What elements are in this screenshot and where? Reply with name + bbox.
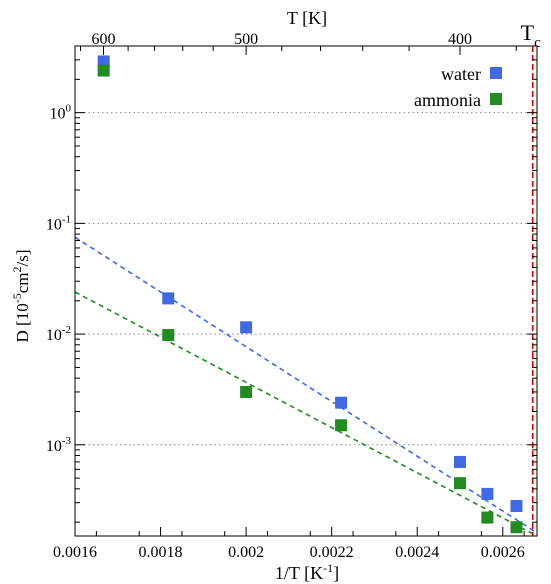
point-water (454, 455, 466, 468)
x-tick-label: 0.0026 (481, 544, 525, 561)
y-tick-label: 10-3 (46, 435, 72, 455)
x-tick-label: 0.0022 (310, 544, 354, 561)
legend-marker-ammonia (490, 93, 502, 105)
x-tick-label: 0.0018 (139, 544, 183, 561)
point-ammonia (510, 521, 523, 534)
legend-label-ammonia: ammonia (414, 90, 481, 110)
legend-marker-water (490, 67, 502, 79)
x-axis-label: 1/T [K-1] (275, 561, 339, 583)
point-water (335, 396, 348, 409)
y-axis-label: D [10-5cm2/s] (10, 250, 32, 343)
y-tick-label: 10-1 (46, 213, 71, 233)
x-tick-label: 0.0016 (53, 544, 97, 561)
point-water (162, 292, 175, 305)
point-ammonia (481, 511, 494, 524)
point-ammonia (162, 329, 175, 342)
point-ammonia (335, 419, 348, 432)
legend-label-water: water (441, 64, 481, 84)
y-tick-label: 10-2 (46, 324, 71, 344)
fit-line (74, 236, 538, 534)
axis-ticks: 0.0016 0.0018 0.002 0.0022 0.0024 0.0026 600 50… (46, 31, 537, 561)
point-water (240, 321, 253, 334)
x-tick-label: 0.002 (228, 544, 264, 561)
x-tick-label: 0.0024 (395, 544, 439, 561)
point-ammonia (240, 385, 253, 398)
top-tick-label: 400 (448, 31, 472, 48)
point-water (510, 499, 523, 512)
legend: water ammonia (414, 64, 502, 110)
top-tick-label: 600 (92, 31, 116, 48)
point-ammonia (454, 477, 466, 490)
tc-label: Tc (521, 20, 541, 51)
point-water (97, 55, 110, 68)
fit-lines (74, 236, 538, 537)
data-points (97, 55, 523, 534)
fit-line (74, 291, 538, 537)
y-tick-label: 100 (50, 103, 72, 123)
plot-frame (74, 45, 538, 537)
point-water (481, 487, 494, 500)
top-tick-label: 500 (234, 31, 258, 48)
point-ammonia (97, 64, 110, 77)
top-axis-label: T [K] (287, 8, 327, 28)
grid (75, 112, 537, 446)
